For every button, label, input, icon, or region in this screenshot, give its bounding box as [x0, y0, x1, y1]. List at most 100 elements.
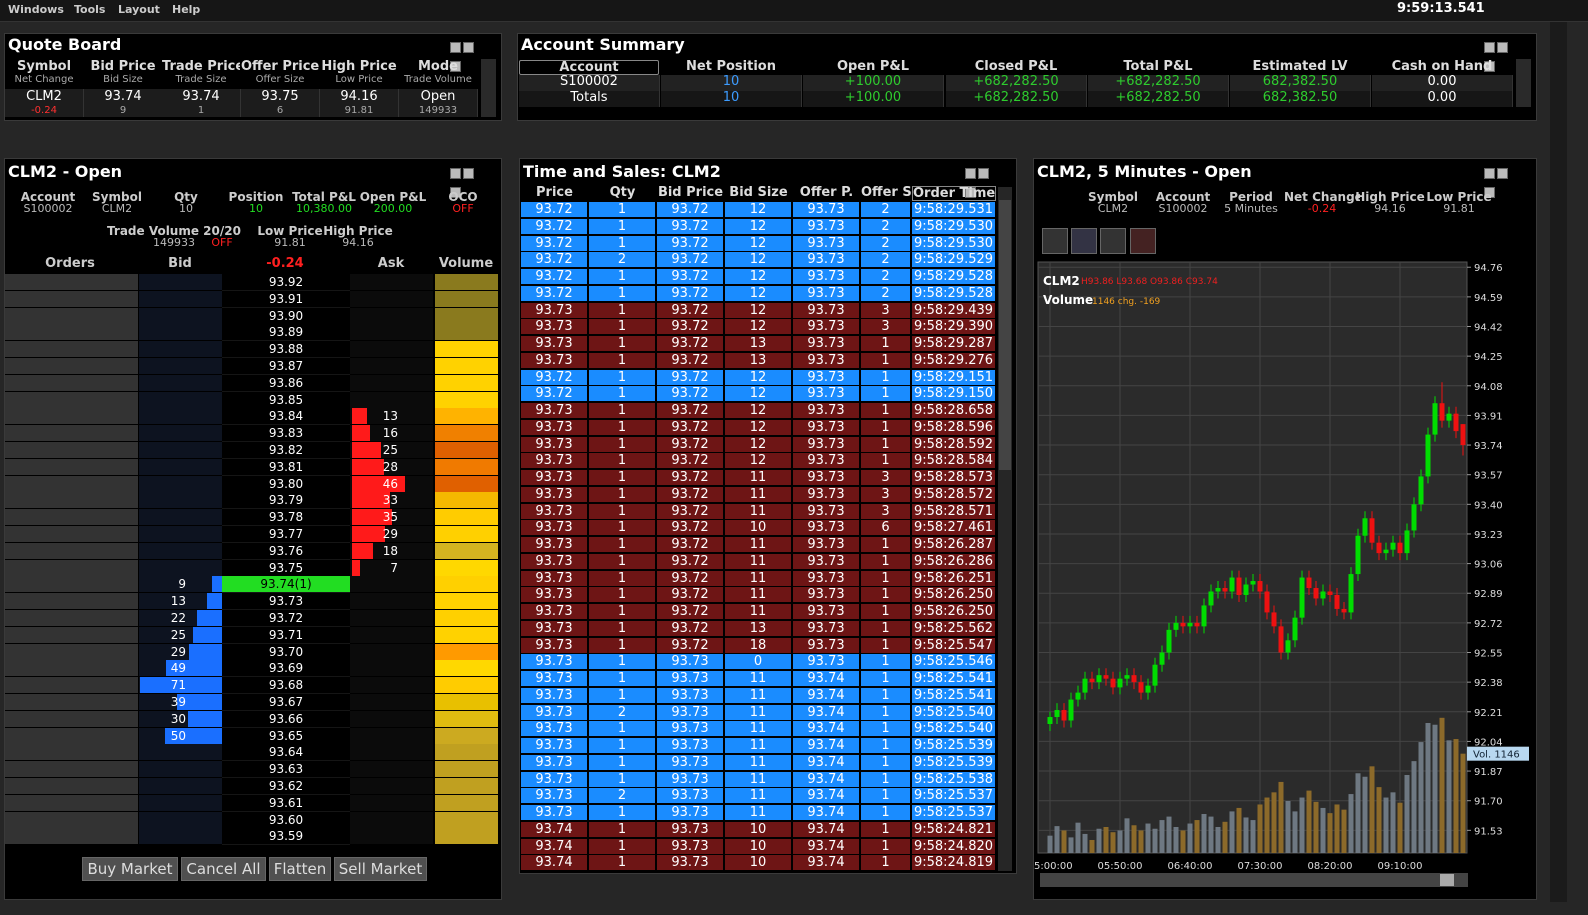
bid-cell[interactable]	[139, 811, 222, 828]
orders-cell[interactable]	[5, 475, 138, 492]
orders-cell[interactable]	[5, 828, 138, 845]
ask-cell[interactable]	[350, 425, 433, 442]
bid-cell[interactable]	[139, 492, 222, 509]
orders-cell[interactable]	[5, 324, 138, 341]
order-button[interactable]: Buy Market	[82, 857, 178, 881]
orders-cell[interactable]	[5, 341, 138, 358]
orders-cell[interactable]	[5, 526, 138, 542]
order-button[interactable]: Sell Market	[334, 857, 427, 881]
bid-cell[interactable]	[139, 307, 222, 324]
orders-cell[interactable]	[5, 593, 138, 610]
bid-cell[interactable]	[139, 744, 222, 761]
menu-item[interactable]: Help	[172, 4, 201, 16]
orders-cell[interactable]	[5, 677, 138, 694]
ask-cell[interactable]	[350, 593, 433, 610]
orders-cell[interactable]	[5, 694, 138, 710]
bid-cell[interactable]	[139, 442, 222, 458]
orders-cell[interactable]	[5, 559, 138, 576]
ask-cell[interactable]	[350, 324, 433, 341]
ask-cell[interactable]	[350, 374, 433, 391]
orders-cell[interactable]	[5, 307, 138, 324]
ask-cell[interactable]	[350, 761, 433, 778]
chart-tool[interactable]	[1042, 228, 1068, 254]
bid-cell[interactable]	[139, 593, 222, 610]
chart-tool[interactable]	[1100, 228, 1126, 254]
ask-cell[interactable]	[350, 307, 433, 324]
orders-cell[interactable]	[5, 727, 138, 744]
orders-cell[interactable]	[5, 761, 138, 778]
orders-cell[interactable]	[5, 643, 138, 660]
ask-cell[interactable]	[350, 576, 433, 593]
bid-cell[interactable]	[139, 458, 222, 475]
order-button[interactable]: Flatten	[269, 857, 331, 881]
orders-cell[interactable]	[5, 811, 138, 828]
ask-cell[interactable]	[350, 358, 433, 374]
bid-cell[interactable]	[139, 274, 222, 290]
bid-cell[interactable]	[139, 358, 222, 374]
menu-item[interactable]: Windows	[8, 4, 64, 16]
chart-tool[interactable]	[1071, 228, 1097, 254]
bid-cell[interactable]	[139, 794, 222, 811]
orders-cell[interactable]	[5, 509, 138, 526]
ask-cell[interactable]	[350, 694, 433, 710]
ask-cell[interactable]	[350, 408, 433, 425]
bid-cell[interactable]	[139, 526, 222, 542]
orders-cell[interactable]	[5, 442, 138, 458]
ask-cell[interactable]	[350, 391, 433, 408]
chart-scrollbar[interactable]	[1040, 873, 1468, 887]
window-controls[interactable]	[965, 164, 1001, 198]
bid-cell[interactable]	[139, 324, 222, 341]
ask-cell[interactable]	[350, 660, 433, 677]
orders-cell[interactable]	[5, 794, 138, 811]
window-controls[interactable]	[450, 164, 486, 198]
orders-cell[interactable]	[5, 542, 138, 559]
orders-cell[interactable]	[5, 710, 138, 727]
bid-cell[interactable]	[139, 828, 222, 845]
orders-cell[interactable]	[5, 290, 138, 307]
orders-cell[interactable]	[5, 744, 138, 761]
ask-cell[interactable]	[350, 794, 433, 811]
ask-cell[interactable]	[350, 643, 433, 660]
bid-cell[interactable]	[139, 761, 222, 778]
ask-cell[interactable]	[350, 559, 433, 576]
orders-cell[interactable]	[5, 626, 138, 643]
bid-cell[interactable]	[139, 391, 222, 408]
bid-cell[interactable]	[139, 559, 222, 576]
window-controls[interactable]	[450, 38, 486, 72]
ask-cell[interactable]	[350, 610, 433, 626]
orders-cell[interactable]	[5, 660, 138, 677]
orders-cell[interactable]	[5, 358, 138, 374]
orders-cell[interactable]	[5, 425, 138, 442]
window-controls[interactable]	[1484, 38, 1520, 72]
ask-cell[interactable]	[350, 828, 433, 845]
orders-cell[interactable]	[5, 374, 138, 391]
bid-cell[interactable]	[139, 290, 222, 307]
orders-cell[interactable]	[5, 778, 138, 794]
bid-cell[interactable]	[139, 341, 222, 358]
orders-cell[interactable]	[5, 408, 138, 425]
orders-cell[interactable]	[5, 492, 138, 509]
chart-tool[interactable]	[1130, 228, 1156, 254]
bid-cell[interactable]	[139, 576, 222, 593]
ask-cell[interactable]	[350, 744, 433, 761]
bid-cell[interactable]	[139, 542, 222, 559]
orders-cell[interactable]	[5, 274, 138, 290]
orders-cell[interactable]	[5, 458, 138, 475]
bid-cell[interactable]	[139, 778, 222, 794]
orders-cell[interactable]	[5, 610, 138, 626]
bid-cell[interactable]	[139, 425, 222, 442]
menu-item[interactable]: Layout	[118, 4, 160, 16]
menu-item[interactable]: Tools	[74, 4, 106, 16]
ask-cell[interactable]	[350, 274, 433, 290]
scrollbar-thumb[interactable]	[999, 200, 1011, 470]
ask-cell[interactable]	[350, 811, 433, 828]
orders-cell[interactable]	[5, 576, 138, 593]
bid-cell[interactable]	[139, 408, 222, 425]
bid-cell[interactable]	[139, 509, 222, 526]
ask-cell[interactable]	[350, 626, 433, 643]
window-controls[interactable]	[1484, 164, 1520, 198]
ask-cell[interactable]	[350, 778, 433, 794]
order-button[interactable]: Cancel All	[181, 857, 266, 881]
ask-cell[interactable]	[350, 677, 433, 694]
bid-cell[interactable]	[139, 475, 222, 492]
